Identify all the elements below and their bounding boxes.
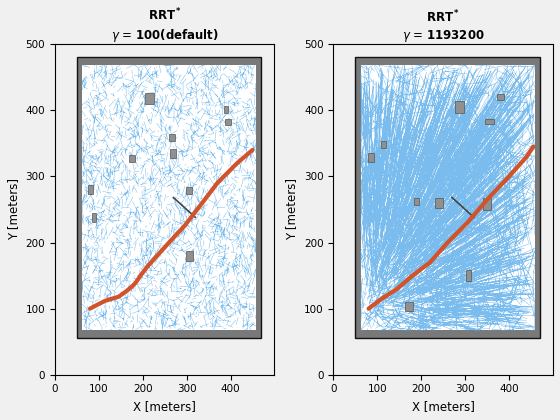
Bar <box>77 58 262 339</box>
Title: $\mathbf{RRT^*}$
$\gamma$ = $\mathbf{100 (default)}$: $\mathbf{RRT^*}$ $\gamma$ = $\mathbf{100… <box>111 7 218 44</box>
Bar <box>82 65 256 331</box>
Bar <box>170 149 176 158</box>
Bar <box>186 187 192 194</box>
Bar <box>435 198 442 208</box>
Title: $\mathbf{RRT^*}$
$\gamma$ = $\mathbf{1193200}$: $\mathbf{RRT^*}$ $\gamma$ = $\mathbf{119… <box>402 8 484 44</box>
Bar <box>92 213 96 222</box>
Bar <box>361 65 535 331</box>
Y-axis label: Y [meters]: Y [meters] <box>7 178 20 241</box>
Bar <box>88 185 93 194</box>
Bar <box>224 106 228 113</box>
X-axis label: X [meters]: X [meters] <box>133 400 196 413</box>
Bar <box>414 197 419 205</box>
Bar <box>466 270 471 281</box>
Bar <box>455 101 464 113</box>
Bar <box>186 251 193 261</box>
Bar <box>486 118 493 124</box>
Bar <box>145 93 155 104</box>
Bar <box>226 119 231 125</box>
Bar <box>483 198 491 210</box>
Bar <box>381 141 386 148</box>
Bar <box>170 134 175 141</box>
Bar <box>497 94 504 100</box>
Bar <box>356 58 540 339</box>
Bar <box>77 58 262 339</box>
Y-axis label: Y [meters]: Y [meters] <box>286 178 298 241</box>
Bar <box>129 155 135 162</box>
Bar <box>356 58 540 339</box>
Bar <box>368 152 374 162</box>
X-axis label: X [meters]: X [meters] <box>412 400 475 413</box>
Bar <box>405 302 413 311</box>
